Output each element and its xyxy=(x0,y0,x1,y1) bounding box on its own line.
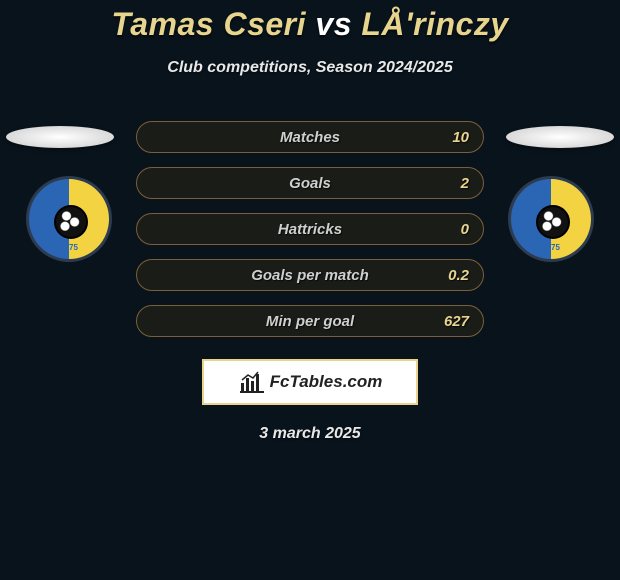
stat-label: Matches xyxy=(280,129,340,146)
stat-value: 0 xyxy=(461,221,469,238)
snapshot-date: 3 march 2025 xyxy=(0,425,620,443)
player2-portrait-placeholder xyxy=(506,126,614,148)
club-founding-year: 1975 xyxy=(29,243,109,252)
vs-label: vs xyxy=(315,6,352,42)
player1-portrait-placeholder xyxy=(6,126,114,148)
stat-value: 10 xyxy=(452,129,469,146)
stat-value: 0.2 xyxy=(448,267,469,284)
stat-row-goals: Goals 2 xyxy=(136,167,484,199)
soccer-ball-icon xyxy=(54,205,88,239)
stat-row-min-per-goal: Min per goal 627 xyxy=(136,305,484,337)
page-title: Tamas Cseri vs LÅ'rinczy xyxy=(0,0,620,43)
stats-list: Matches 10 Goals 2 Hattricks 0 Goals per… xyxy=(136,121,484,337)
stat-label: Goals xyxy=(289,175,331,192)
stat-row-matches: Matches 10 xyxy=(136,121,484,153)
stat-row-goals-per-match: Goals per match 0.2 xyxy=(136,259,484,291)
club-badge-bg: 1975 xyxy=(508,176,594,262)
fctables-brand-badge[interactable]: FcTables.com xyxy=(202,359,418,405)
stat-value: 627 xyxy=(444,313,469,330)
stat-row-hattricks: Hattricks 0 xyxy=(136,213,484,245)
stat-label: Hattricks xyxy=(278,221,342,238)
soccer-ball-icon xyxy=(536,205,570,239)
player2-club-badge: 1975 xyxy=(508,176,594,262)
competition-subtitle: Club competitions, Season 2024/2025 xyxy=(0,59,620,77)
stat-label: Min per goal xyxy=(266,313,354,330)
bar-chart-icon xyxy=(238,371,264,393)
brand-label: FcTables.com xyxy=(270,372,383,392)
club-badge-bg: 1975 xyxy=(26,176,112,262)
stat-label: Goals per match xyxy=(251,267,369,284)
stat-value: 2 xyxy=(461,175,469,192)
club-founding-year: 1975 xyxy=(511,243,591,252)
player1-name: Tamas Cseri xyxy=(111,6,306,42)
player1-club-badge: 1975 xyxy=(26,176,112,262)
player2-name: LÅ'rinczy xyxy=(361,6,508,42)
